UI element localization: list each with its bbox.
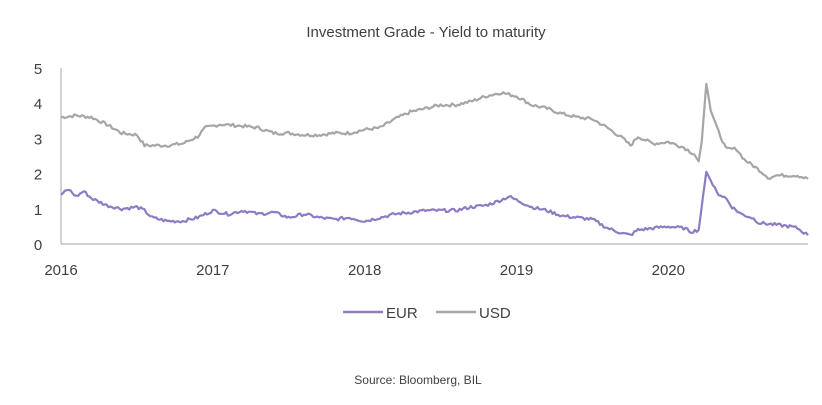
chart-title: Investment Grade - Yield to maturity: [306, 24, 546, 41]
source-note: Source: Bloomberg, BIL: [354, 373, 482, 387]
y-tick-label: 1: [34, 202, 42, 219]
legend: EUR USD: [343, 305, 511, 322]
x-tick-label: 2016: [44, 262, 77, 279]
x-tick-label: 2017: [196, 262, 229, 279]
y-axis-ticks: 0 1 2 3 4 5: [34, 61, 42, 254]
x-axis-ticks: 2016 2017 2018 2019 2020: [44, 262, 685, 279]
x-tick-label: 2019: [500, 262, 533, 279]
y-tick-label: 2: [34, 167, 42, 184]
y-tick-label: 5: [34, 61, 42, 78]
y-tick-label: 0: [34, 237, 42, 254]
y-tick-label: 4: [34, 96, 42, 113]
x-tick-label: 2020: [652, 262, 685, 279]
series-line-eur: [60, 170, 809, 237]
series-line-usd: [60, 82, 809, 180]
series-lines: [60, 82, 809, 237]
legend-label-eur: EUR: [386, 305, 418, 322]
x-tick-label: 2018: [348, 262, 381, 279]
y-tick-label: 3: [34, 131, 42, 148]
legend-label-usd: USD: [479, 305, 511, 322]
